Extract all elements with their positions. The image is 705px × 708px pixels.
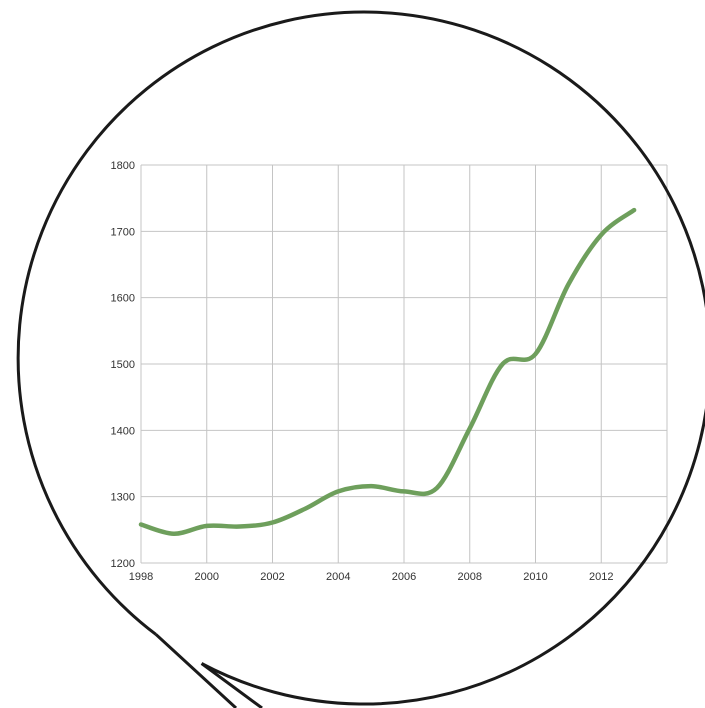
x-tick-label: 2004 [326, 571, 350, 583]
y-tick-label: 1600 [111, 293, 135, 305]
magnifier-frame [16, 10, 705, 708]
y-tick-label: 1700 [111, 226, 135, 238]
y-axis: 1200 1300 1400 1500 1600 1700 1800 [111, 160, 135, 570]
x-tick-label: 2006 [392, 571, 416, 583]
x-tick-label: 1998 [129, 571, 153, 583]
magnifier-lens [16, 10, 705, 706]
plot-area: 1200 1300 1400 1500 1600 1700 1800 1998 2000 200… [111, 160, 668, 583]
y-tick-label: 1300 [111, 492, 135, 504]
x-tick-label: 2002 [260, 571, 284, 583]
y-tick-label: 1800 [111, 160, 135, 172]
series-line [138, 207, 637, 537]
x-tick-label: 2008 [458, 571, 482, 583]
x-tick-label: 2010 [523, 571, 547, 583]
x-tick-label: 2012 [589, 571, 613, 583]
x-axis: 1998 2000 2002 2004 2006 2008 2010 2012 [129, 571, 614, 583]
x-tick-label: 2000 [195, 571, 219, 583]
grid [140, 164, 668, 564]
y-tick-label: 1200 [111, 558, 135, 570]
magnifier-handle [154, 633, 263, 708]
y-tick-label: 1500 [111, 359, 135, 371]
y-tick-label: 1400 [111, 425, 135, 437]
